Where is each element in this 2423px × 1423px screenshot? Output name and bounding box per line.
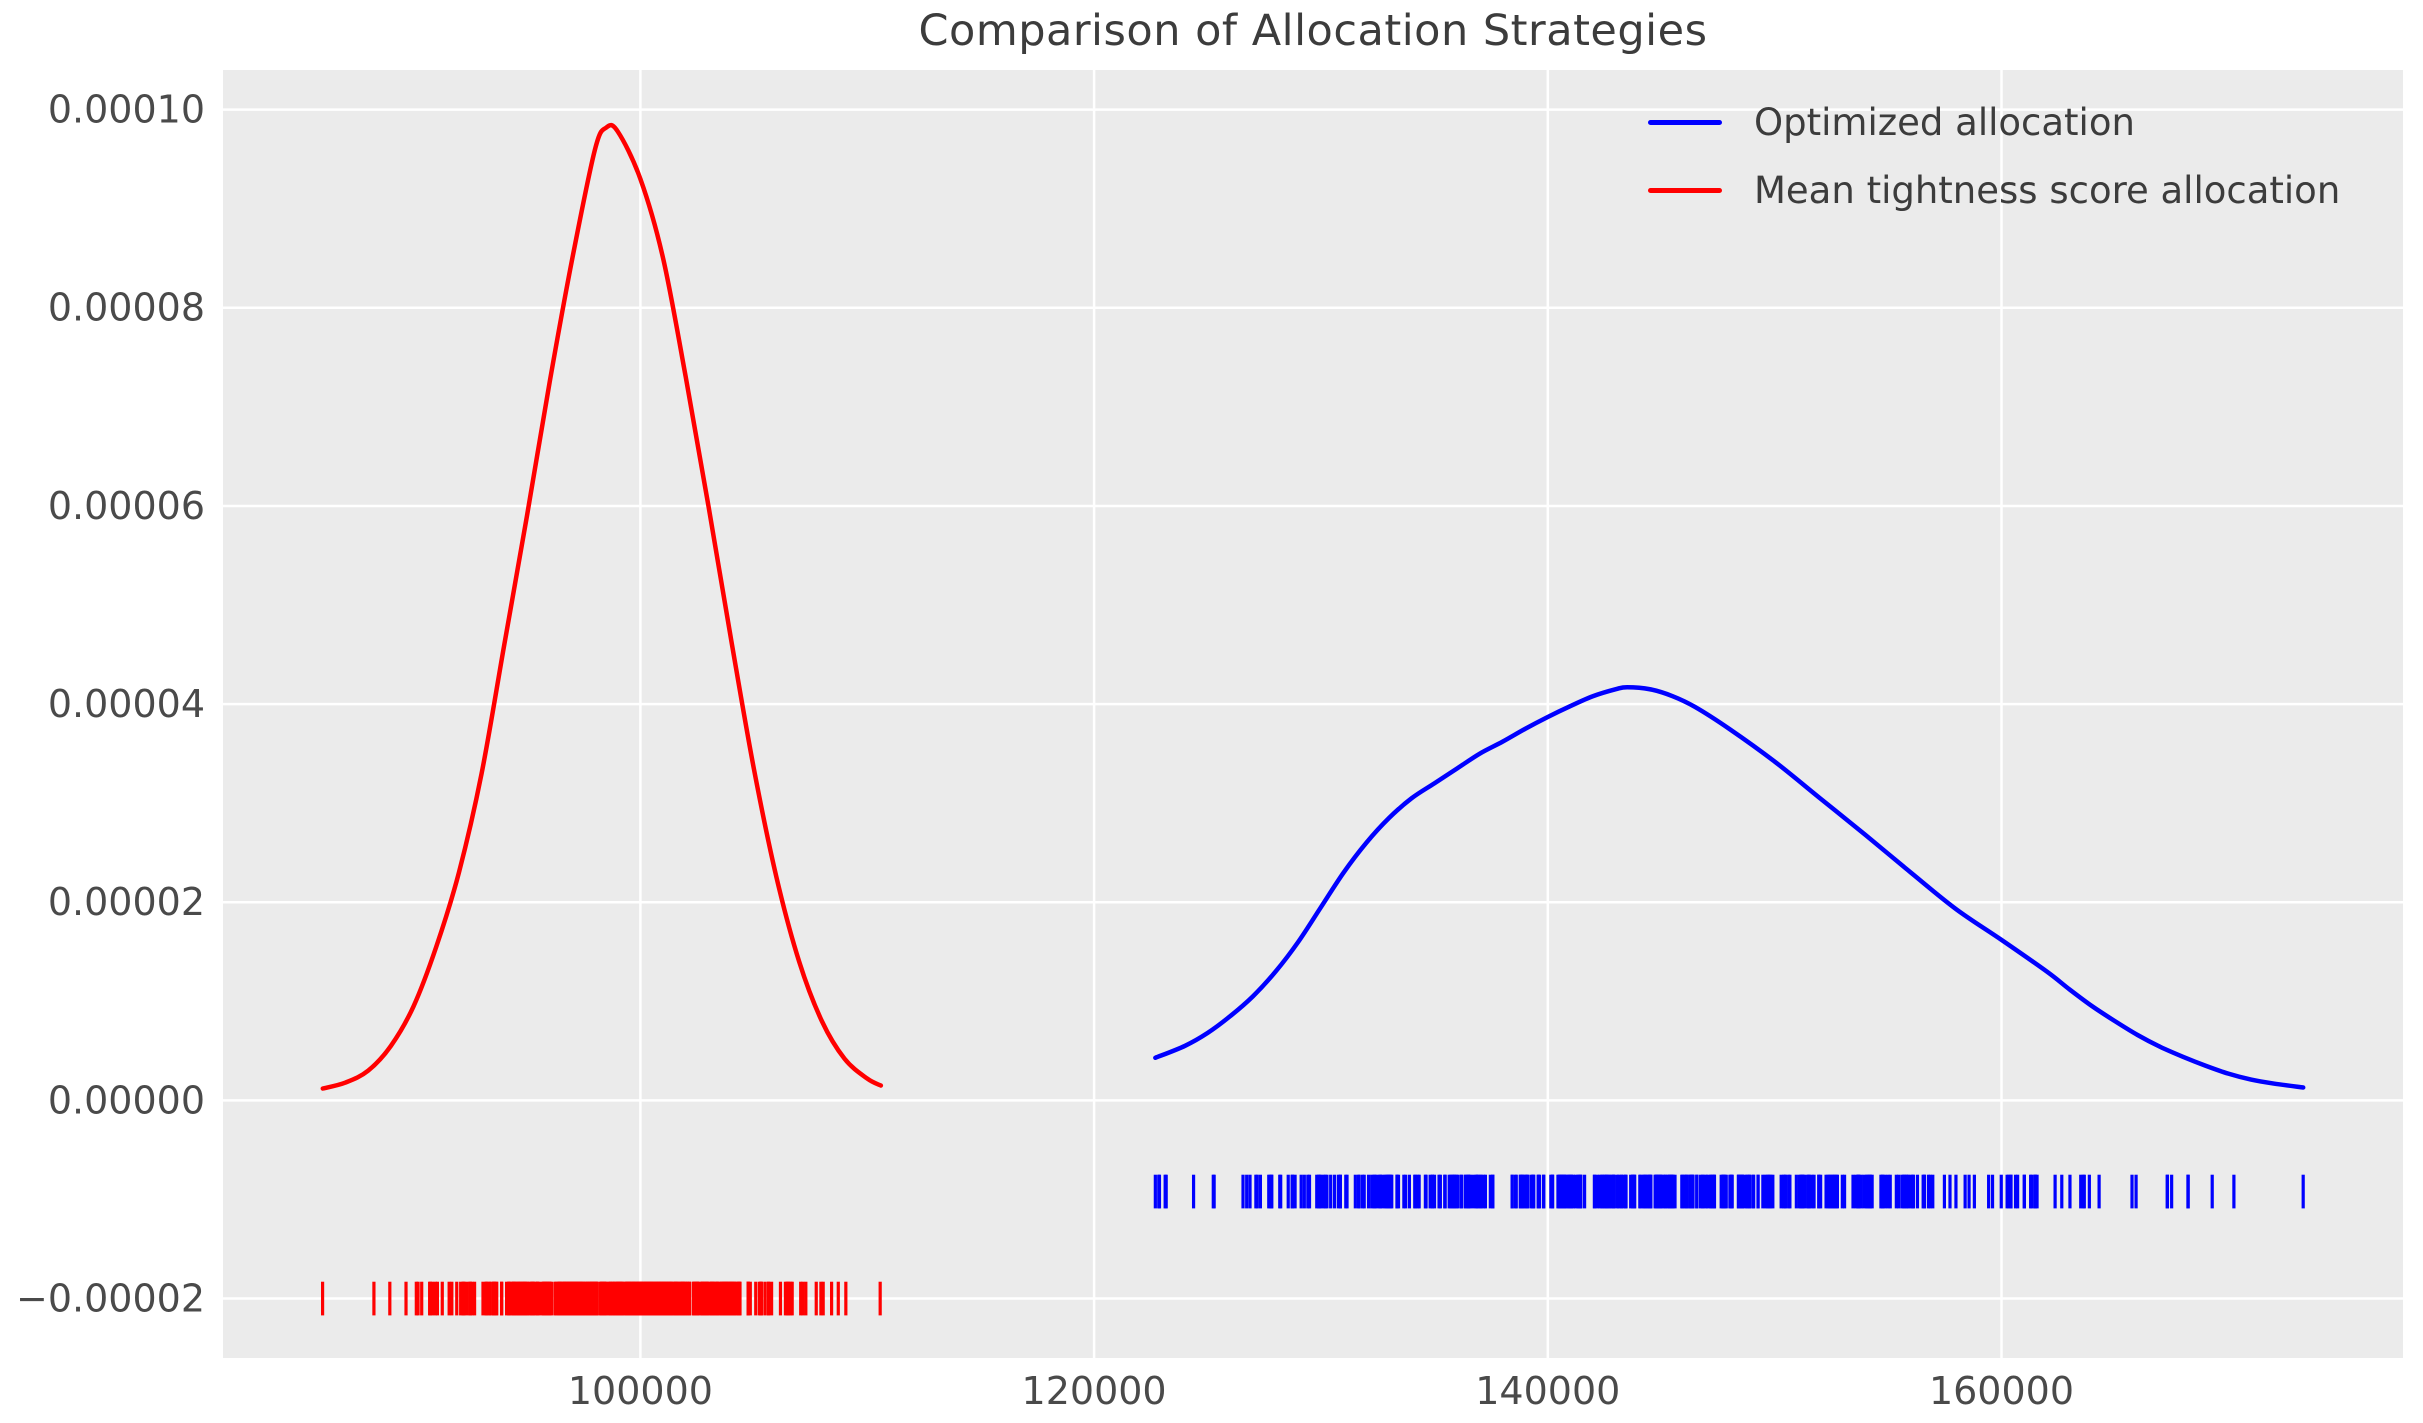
- rug-marks: [320, 1174, 2305, 1316]
- legend: Optimized allocation Mean tightness scor…: [1648, 96, 2340, 216]
- legend-line-blue: [1648, 119, 1722, 125]
- legend-label-optimized: Optimized allocation: [1754, 100, 2135, 144]
- svg-text:−0.00002: −0.00002: [16, 1276, 205, 1320]
- legend-entry-optimized: Optimized allocation: [1648, 96, 2340, 148]
- plot-background: [223, 70, 2403, 1358]
- svg-text:0.00010: 0.00010: [48, 88, 205, 132]
- svg-text:0.00002: 0.00002: [48, 880, 205, 924]
- svg-text:140000: 140000: [1475, 1369, 1620, 1413]
- legend-line-red: [1648, 187, 1722, 193]
- svg-text:0.00000: 0.00000: [48, 1078, 205, 1122]
- svg-text:120000: 120000: [1022, 1369, 1167, 1413]
- density-curves: [320, 122, 2306, 1091]
- svg-text:160000: 160000: [1929, 1369, 2074, 1413]
- svg-text:100000: 100000: [568, 1369, 713, 1413]
- chart-title: Comparison of Allocation Strategies: [918, 6, 1708, 56]
- gridlines: [223, 70, 2403, 1358]
- svg-text:0.00004: 0.00004: [48, 682, 205, 726]
- axis-tick-labels: 0.00010 0.00008 0.00006 0.00004 0.00002 0.000…: [16, 88, 2074, 1413]
- svg-text:0.00008: 0.00008: [48, 286, 205, 330]
- legend-entry-mean-tightness: Mean tightness score allocation: [1648, 164, 2340, 216]
- svg-text:0.00006: 0.00006: [48, 484, 205, 528]
- legend-label-mean-tightness: Mean tightness score allocation: [1754, 168, 2341, 212]
